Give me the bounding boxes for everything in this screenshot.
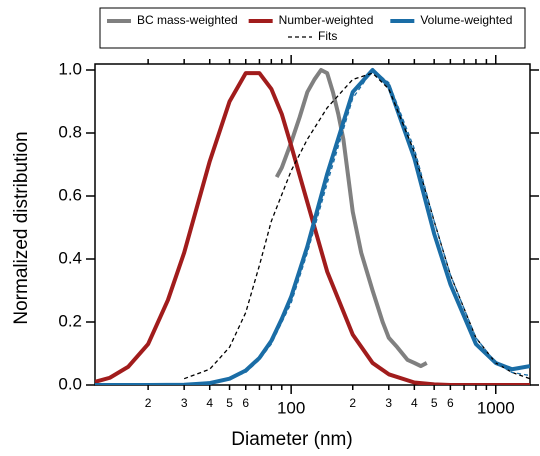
series-line: [274, 68, 428, 369]
x-tick-label: 100: [277, 398, 305, 417]
legend-label: Fits: [318, 29, 337, 43]
y-tick-label: 1.0: [58, 59, 82, 78]
x-tick-label: 5: [431, 396, 438, 410]
plot-frame: [94, 63, 531, 386]
series-line: [95, 71, 530, 385]
legend-label: BC mass-weighted: [137, 13, 238, 27]
x-tick-label: 3: [385, 396, 392, 410]
y-tick-label: 0.4: [58, 248, 82, 267]
fit-line: [184, 69, 530, 385]
x-tick-label: 4: [411, 396, 418, 410]
legend-label: Number-weighted: [279, 13, 374, 27]
y-tick-label: 0.0: [58, 374, 82, 393]
y-tick-label: 0.2: [58, 311, 82, 330]
x-tick-label: 2: [349, 396, 356, 410]
legend-label: Volume-weighted: [420, 13, 512, 27]
x-tick-label: 3: [181, 396, 188, 410]
x-tick-label: 4: [206, 396, 213, 410]
plot-area: [95, 68, 530, 385]
x-tick-label: 2: [145, 396, 152, 410]
y-tick-label: 0.8: [58, 122, 82, 141]
legend-box: [99, 7, 526, 49]
y-tick-label: 0.6: [58, 185, 82, 204]
x-tick-label: 1000: [477, 398, 515, 417]
x-tick-label: 6: [242, 396, 249, 410]
series-line: [95, 68, 530, 385]
y-axis-title: Normalized distribution: [11, 131, 32, 324]
x-axis-title: Diameter (nm): [231, 429, 352, 450]
x-tick-label: 5: [226, 396, 233, 410]
x-tick-label: 6: [447, 396, 454, 410]
